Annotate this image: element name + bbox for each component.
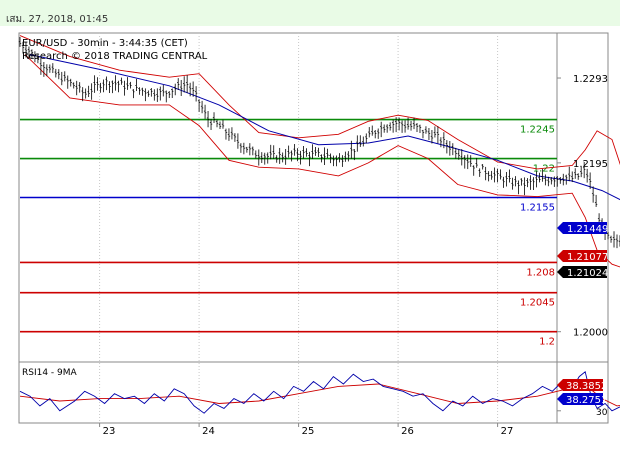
- bollinger-upper: [19, 35, 620, 170]
- price-tag: [557, 266, 607, 278]
- chart-title: EUR/USD - 30min - 3:44:35 (CET): [22, 38, 188, 49]
- price-tag-label: 1.21077: [567, 252, 608, 263]
- rsi-tag-label: 38.2751: [566, 395, 607, 406]
- rsi-tag: [557, 379, 603, 391]
- level-label: 1.2: [539, 337, 555, 348]
- y-tick-label: 1.2293: [573, 74, 608, 85]
- x-tick-label: 23: [103, 426, 116, 437]
- level-label: 1.2245: [520, 125, 555, 136]
- y-tick-label: 1.2000: [573, 328, 608, 339]
- level-label: 1.22: [533, 164, 555, 175]
- date-bar: เสม. 27, 2018, 01:45: [0, 0, 620, 26]
- date-text: เสม. 27, 2018, 01:45: [6, 14, 109, 25]
- price-tag: [557, 222, 607, 234]
- rsi-tag: [557, 393, 603, 405]
- y-tick-label: 1.2195: [573, 159, 608, 170]
- chart-subtitle: Research © 2018 TRADING CENTRAL: [22, 51, 208, 62]
- price-tag-label: 1.21024: [567, 268, 608, 279]
- rsi-y-tick-label: 30: [596, 408, 608, 418]
- rsi-tag-label: 38.3852: [566, 381, 607, 392]
- level-label: 1.208: [526, 267, 555, 278]
- rsi-line: [19, 371, 620, 414]
- level-label: 1.2045: [520, 298, 555, 309]
- x-tick-label: 25: [302, 426, 315, 437]
- price-tag-label: 1.21449: [567, 224, 608, 235]
- x-tick-label: 27: [501, 426, 514, 437]
- price-tag: [557, 250, 607, 262]
- x-tick-label: 24: [202, 426, 215, 437]
- level-label: 1.2155: [520, 203, 555, 214]
- x-tick-label: 26: [401, 426, 414, 437]
- rsi-title: RSI14 - 9MA: [22, 368, 78, 378]
- rsi-panel: [18, 361, 609, 424]
